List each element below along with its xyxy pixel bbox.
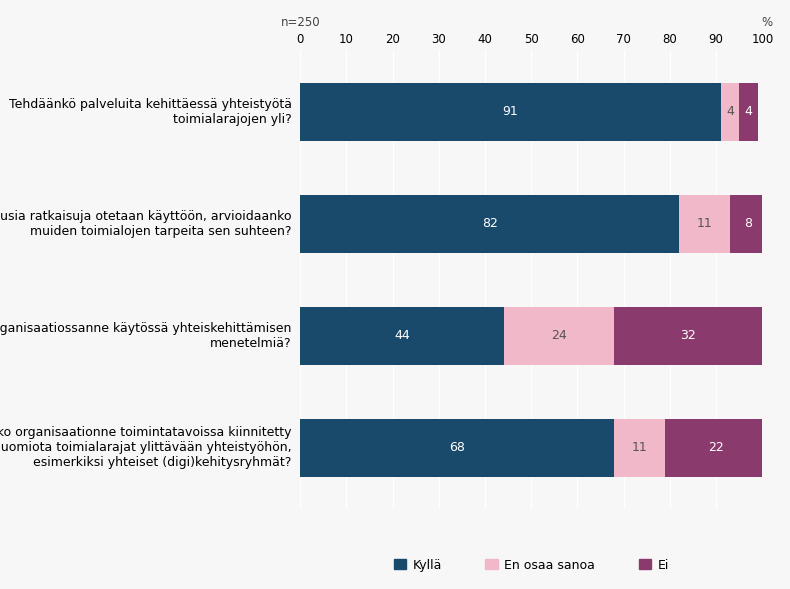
Bar (300, 419, 615, 477)
Bar (739, 82, 758, 141)
Bar (679, 194, 730, 253)
Bar (300, 307, 503, 365)
Bar (503, 307, 615, 365)
Text: 11: 11 (632, 441, 648, 454)
Text: 82: 82 (482, 217, 498, 230)
Text: %: % (762, 16, 773, 29)
Text: 4: 4 (726, 105, 734, 118)
Bar (665, 419, 767, 477)
Text: 24: 24 (551, 329, 567, 342)
Text: 32: 32 (680, 329, 696, 342)
Text: 22: 22 (709, 441, 724, 454)
Text: n=250: n=250 (280, 16, 320, 29)
Bar (300, 194, 679, 253)
Bar (720, 82, 739, 141)
Bar (730, 194, 767, 253)
Text: 4: 4 (744, 105, 752, 118)
Legend: Kyllä, En osaa sanoa, Ei: Kyllä, En osaa sanoa, Ei (389, 554, 674, 577)
Text: 8: 8 (744, 217, 753, 230)
Bar (300, 82, 720, 141)
Text: 44: 44 (394, 329, 410, 342)
Text: 68: 68 (450, 441, 465, 454)
Bar (615, 419, 665, 477)
Text: 91: 91 (502, 105, 518, 118)
Bar (615, 307, 762, 365)
Text: 11: 11 (697, 217, 713, 230)
